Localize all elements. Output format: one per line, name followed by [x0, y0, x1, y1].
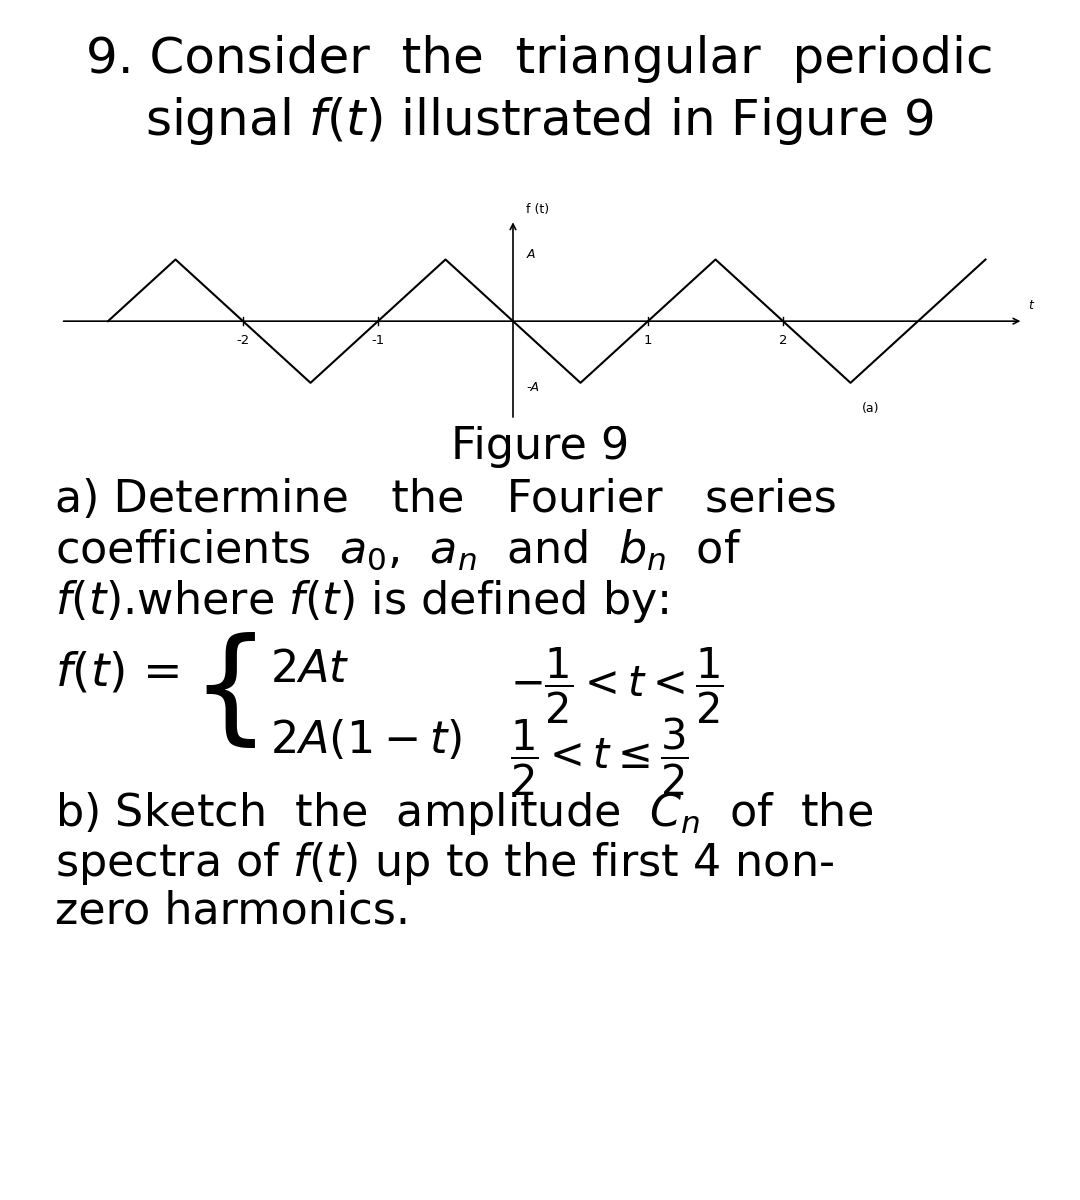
Text: signal $f(t)$ illustrated in Figure 9: signal $f(t)$ illustrated in Figure 9: [146, 95, 934, 146]
Text: $f(t)$ =: $f(t)$ =: [55, 650, 178, 696]
Text: (a): (a): [862, 402, 879, 415]
Text: spectra of $f(t)$ up to the first 4 non-: spectra of $f(t)$ up to the first 4 non-: [55, 840, 834, 887]
Text: $2At$: $2At$: [270, 648, 350, 691]
Text: t: t: [1028, 299, 1034, 312]
Text: $\dfrac{1}{2} < t \leq \dfrac{3}{2}$: $\dfrac{1}{2} < t \leq \dfrac{3}{2}$: [510, 716, 689, 798]
Text: a) Determine   the   Fourier   series: a) Determine the Fourier series: [55, 478, 837, 521]
Text: -1: -1: [372, 334, 384, 347]
Text: Figure 9: Figure 9: [450, 425, 630, 468]
Text: -A: -A: [527, 382, 540, 395]
Text: $-\dfrac{1}{2} < t < \dfrac{1}{2}$: $-\dfrac{1}{2} < t < \dfrac{1}{2}$: [510, 646, 724, 726]
Text: A: A: [527, 248, 535, 262]
Text: $f(t)$.where $f(t)$ is defined by:: $f(t)$.where $f(t)$ is defined by:: [55, 578, 669, 625]
Text: 9. Consider  the  triangular  periodic: 9. Consider the triangular periodic: [86, 35, 994, 83]
Text: zero harmonics.: zero harmonics.: [55, 890, 410, 934]
Text: $2A(1-t)$: $2A(1-t)$: [270, 718, 462, 762]
Text: 1: 1: [644, 334, 652, 347]
Text: coefficients  $a_0$,  $a_n$  and  $b_n$  of: coefficients $a_0$, $a_n$ and $b_n$ of: [55, 528, 742, 572]
Text: 2: 2: [779, 334, 787, 347]
Text: -2: -2: [237, 334, 249, 347]
Text: {: {: [190, 632, 270, 754]
Text: b) Sketch  the  amplitude  $C_n$  of  the: b) Sketch the amplitude $C_n$ of the: [55, 790, 873, 838]
Text: f (t): f (t): [527, 203, 550, 216]
